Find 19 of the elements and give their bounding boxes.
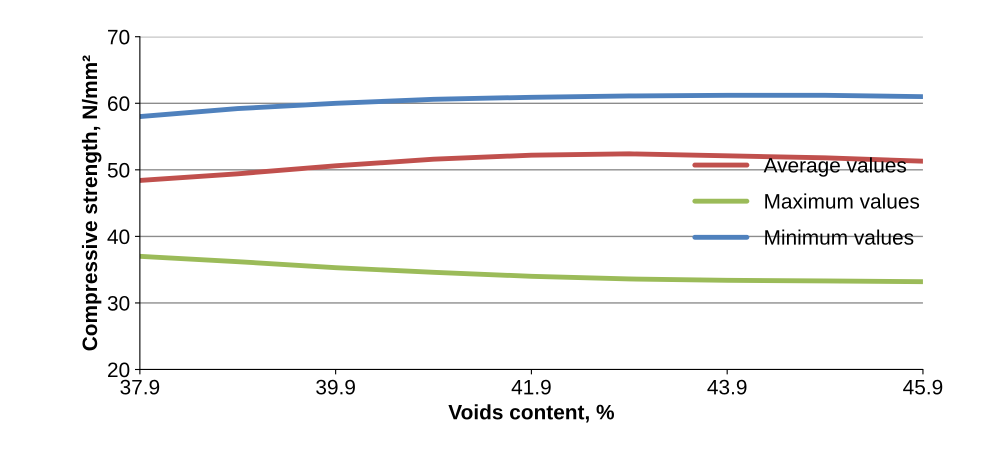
x-tick-label: 37.9	[120, 380, 160, 395]
x-tick-label: 39.9	[316, 380, 355, 395]
legend-label: Minimum values	[765, 229, 914, 245]
x-tick-label: 45.9	[903, 380, 942, 395]
y-tick-label: 60	[108, 96, 130, 112]
y-tick-label: 70	[108, 30, 130, 44]
legend-label: Average values	[764, 157, 906, 177]
legend-label: Maximum values	[765, 193, 920, 209]
y-tick-label: 50	[108, 162, 130, 178]
x-axis-title: Voids content, %	[448, 404, 614, 423]
y-tick-label: 40	[107, 229, 130, 244]
line-series	[140, 151, 923, 183]
y-tick-label: 30	[108, 296, 130, 311]
line-series	[140, 92, 923, 120]
y-axis-title: Compressive strength, N/mm²	[82, 55, 102, 350]
x-tick-label: 41.9	[512, 380, 551, 395]
y-tick-label: 20	[108, 362, 130, 378]
x-tick-label: 43.9	[707, 380, 746, 395]
line-series	[140, 254, 923, 284]
